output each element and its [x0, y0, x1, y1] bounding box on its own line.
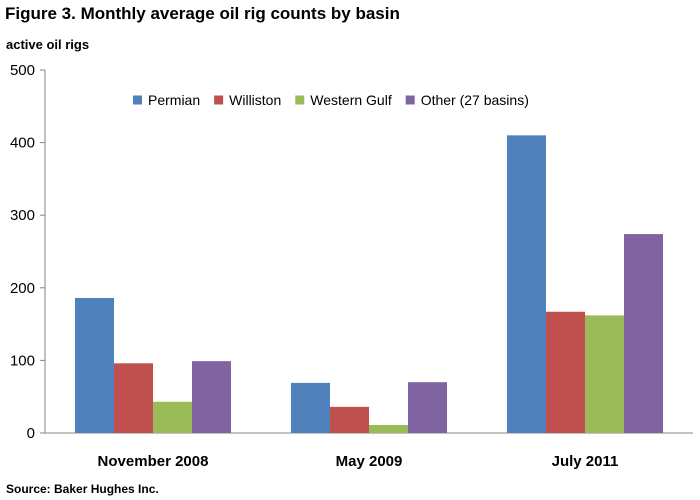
legend-swatch	[295, 95, 305, 105]
bar-series	[75, 135, 663, 433]
y-tick-label: 500	[10, 62, 35, 79]
bar-other-27-basins	[624, 234, 663, 433]
legend-swatch	[214, 95, 224, 105]
figure-title: Figure 3. Monthly average oil rig counts…	[5, 4, 400, 23]
legend-label: Other (27 basins)	[421, 92, 529, 108]
bar-permian	[291, 382, 330, 433]
bar-permian	[507, 135, 546, 433]
source-note: Source: Baker Hughes Inc.	[6, 482, 159, 496]
bar-western-gulf	[153, 401, 192, 433]
legend-label: Williston	[229, 92, 281, 108]
bar-williston	[330, 406, 369, 433]
y-tick-label: 200	[10, 280, 35, 297]
y-tick-label: 400	[10, 135, 35, 152]
y-tick-label: 0	[27, 425, 35, 442]
bar-permian	[75, 297, 114, 433]
legend: Permian Williston Western Gulf Other (27 ba…	[133, 92, 529, 108]
bar-western-gulf	[585, 315, 624, 433]
bar-williston	[546, 311, 585, 433]
y-tick-label: 300	[10, 207, 35, 224]
legend-label: Permian	[148, 92, 200, 108]
y-axis-label: active oil rigs	[6, 37, 90, 52]
bar-williston	[114, 363, 153, 433]
x-category-label: November 2008	[98, 453, 209, 470]
y-axis-ticks: 0 100 200 300 400 500	[10, 62, 45, 442]
y-tick-label: 100	[10, 352, 35, 369]
bar-western-gulf	[369, 425, 408, 433]
bar-other-27-basins	[408, 382, 447, 433]
x-category-label: May 2009	[336, 453, 403, 470]
legend-label: Western Gulf	[310, 92, 392, 108]
legend-swatch	[405, 95, 415, 105]
x-category-label: July 2011	[552, 453, 619, 470]
x-axis-categories: November 2008 May 2009 July 2011	[98, 453, 619, 470]
bar-other-27-basins	[192, 361, 231, 433]
legend-swatch	[133, 95, 142, 105]
